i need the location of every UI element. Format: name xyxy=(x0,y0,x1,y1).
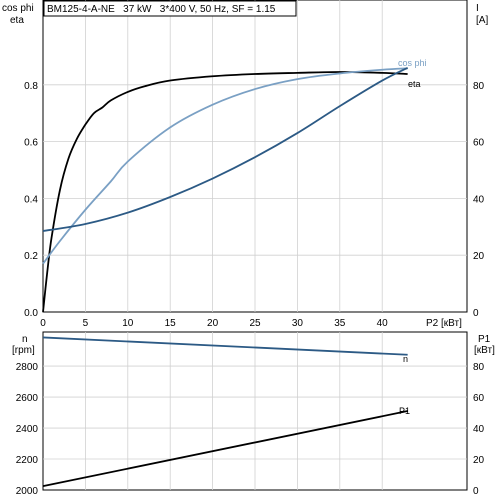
top-right-tick-label: 20 xyxy=(473,251,485,262)
series-line-n xyxy=(42,336,408,356)
top-right-tick-label: 0 xyxy=(473,308,479,319)
top-right-axis-label-2: [A] xyxy=(476,15,488,26)
bottom-right-axis-label-1: P1 xyxy=(478,334,491,345)
bottom-left-tick-label: 2800 xyxy=(16,362,39,373)
top-series xyxy=(42,66,409,313)
top-left-tick-label: 0.6 xyxy=(24,138,38,149)
bottom-left-tick-label: 2400 xyxy=(16,424,39,435)
top-left-axis-label-1: cos phi xyxy=(2,3,34,14)
series-label-n: n xyxy=(403,354,408,364)
series-line-i xyxy=(42,66,409,232)
top-right-axis-label-1: I xyxy=(476,3,479,14)
bottom-right-tick-label: 40 xyxy=(473,424,485,435)
title-box xyxy=(43,0,297,17)
bottom-left-axis-label-1: n xyxy=(22,334,28,345)
x-tick-label: 10 xyxy=(122,318,134,329)
chart-title: BM125-4-A-NE 37 kW 3*400 V, 50 Hz, SF = … xyxy=(47,4,276,15)
bottom-right-axis-label-2: [кВт] xyxy=(474,345,495,356)
series-line-eta xyxy=(42,71,408,313)
x-tick-label: 30 xyxy=(292,318,304,329)
series-label-p1: P1 xyxy=(399,406,410,416)
bottom-right-tick-label: 80 xyxy=(473,362,485,373)
series-label-eta: eta xyxy=(408,79,421,89)
top-grid xyxy=(43,0,467,312)
x-tick-label: 40 xyxy=(377,318,389,329)
top-x-ticks: 0 5 10 15 20 25 30 35 40 xyxy=(40,318,388,329)
bottom-left-axis-label-2: [rpm] xyxy=(12,345,35,356)
bottom-left-tick-label: 2200 xyxy=(16,455,39,466)
top-right-ticks: 0 20 40 60 80 xyxy=(473,81,485,319)
bottom-left-tick-label: 2000 xyxy=(16,486,39,497)
x-tick-label: 20 xyxy=(207,318,219,329)
bottom-left-ticks: 2000 2200 2400 2600 2800 xyxy=(16,362,39,497)
bottom-right-ticks: 0 20 40 60 80 xyxy=(473,362,485,497)
top-left-tick-label: 0.2 xyxy=(24,251,38,262)
series-line-p1 xyxy=(42,410,408,488)
top-right-tick-label: 80 xyxy=(473,81,485,92)
x-tick-label: 5 xyxy=(83,318,89,329)
top-left-ticks: 0.0 0.2 0.4 0.6 0.8 xyxy=(24,81,38,319)
x-tick-label: 25 xyxy=(249,318,261,329)
series-label-cos-phi: cos phi xyxy=(398,58,427,68)
top-left-axis-label-2: eta xyxy=(10,15,24,26)
bottom-right-tick-label: 0 xyxy=(473,486,479,497)
top-left-tick-label: 0.4 xyxy=(24,194,38,205)
top-left-tick-label: 0.8 xyxy=(24,81,38,92)
bottom-grid xyxy=(43,332,467,490)
bottom-right-tick-label: 20 xyxy=(473,455,485,466)
bottom-left-tick-label: 2600 xyxy=(16,393,39,404)
top-right-tick-label: 40 xyxy=(473,194,485,205)
top-right-tick-label: 60 xyxy=(473,138,485,149)
top-left-tick-label: 0.0 xyxy=(24,308,38,319)
x-axis-label: P2 [кВт] xyxy=(426,318,462,329)
x-tick-label: 0 xyxy=(40,318,46,329)
bottom-series xyxy=(42,336,408,488)
bottom-right-tick-label: 60 xyxy=(473,393,485,404)
series-line-cos-phi xyxy=(42,67,408,265)
x-tick-label: 35 xyxy=(334,318,346,329)
x-tick-label: 15 xyxy=(165,318,177,329)
